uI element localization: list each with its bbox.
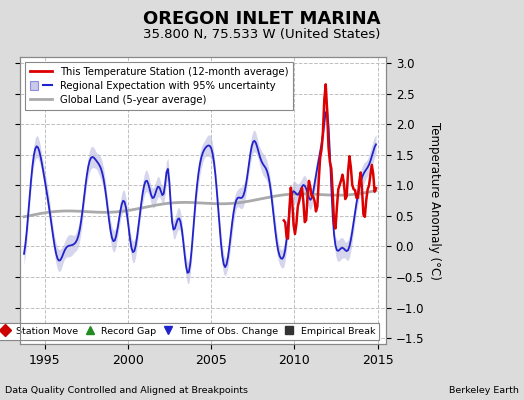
Text: Data Quality Controlled and Aligned at Breakpoints: Data Quality Controlled and Aligned at B…	[5, 386, 248, 395]
Text: Berkeley Earth: Berkeley Earth	[449, 386, 519, 395]
Text: OREGON INLET MARINA: OREGON INLET MARINA	[143, 10, 381, 28]
Legend: Station Move, Record Gap, Time of Obs. Change, Empirical Break: Station Move, Record Gap, Time of Obs. C…	[0, 323, 379, 340]
Y-axis label: Temperature Anomaly (°C): Temperature Anomaly (°C)	[428, 122, 441, 280]
Text: 35.800 N, 75.533 W (United States): 35.800 N, 75.533 W (United States)	[143, 28, 381, 41]
